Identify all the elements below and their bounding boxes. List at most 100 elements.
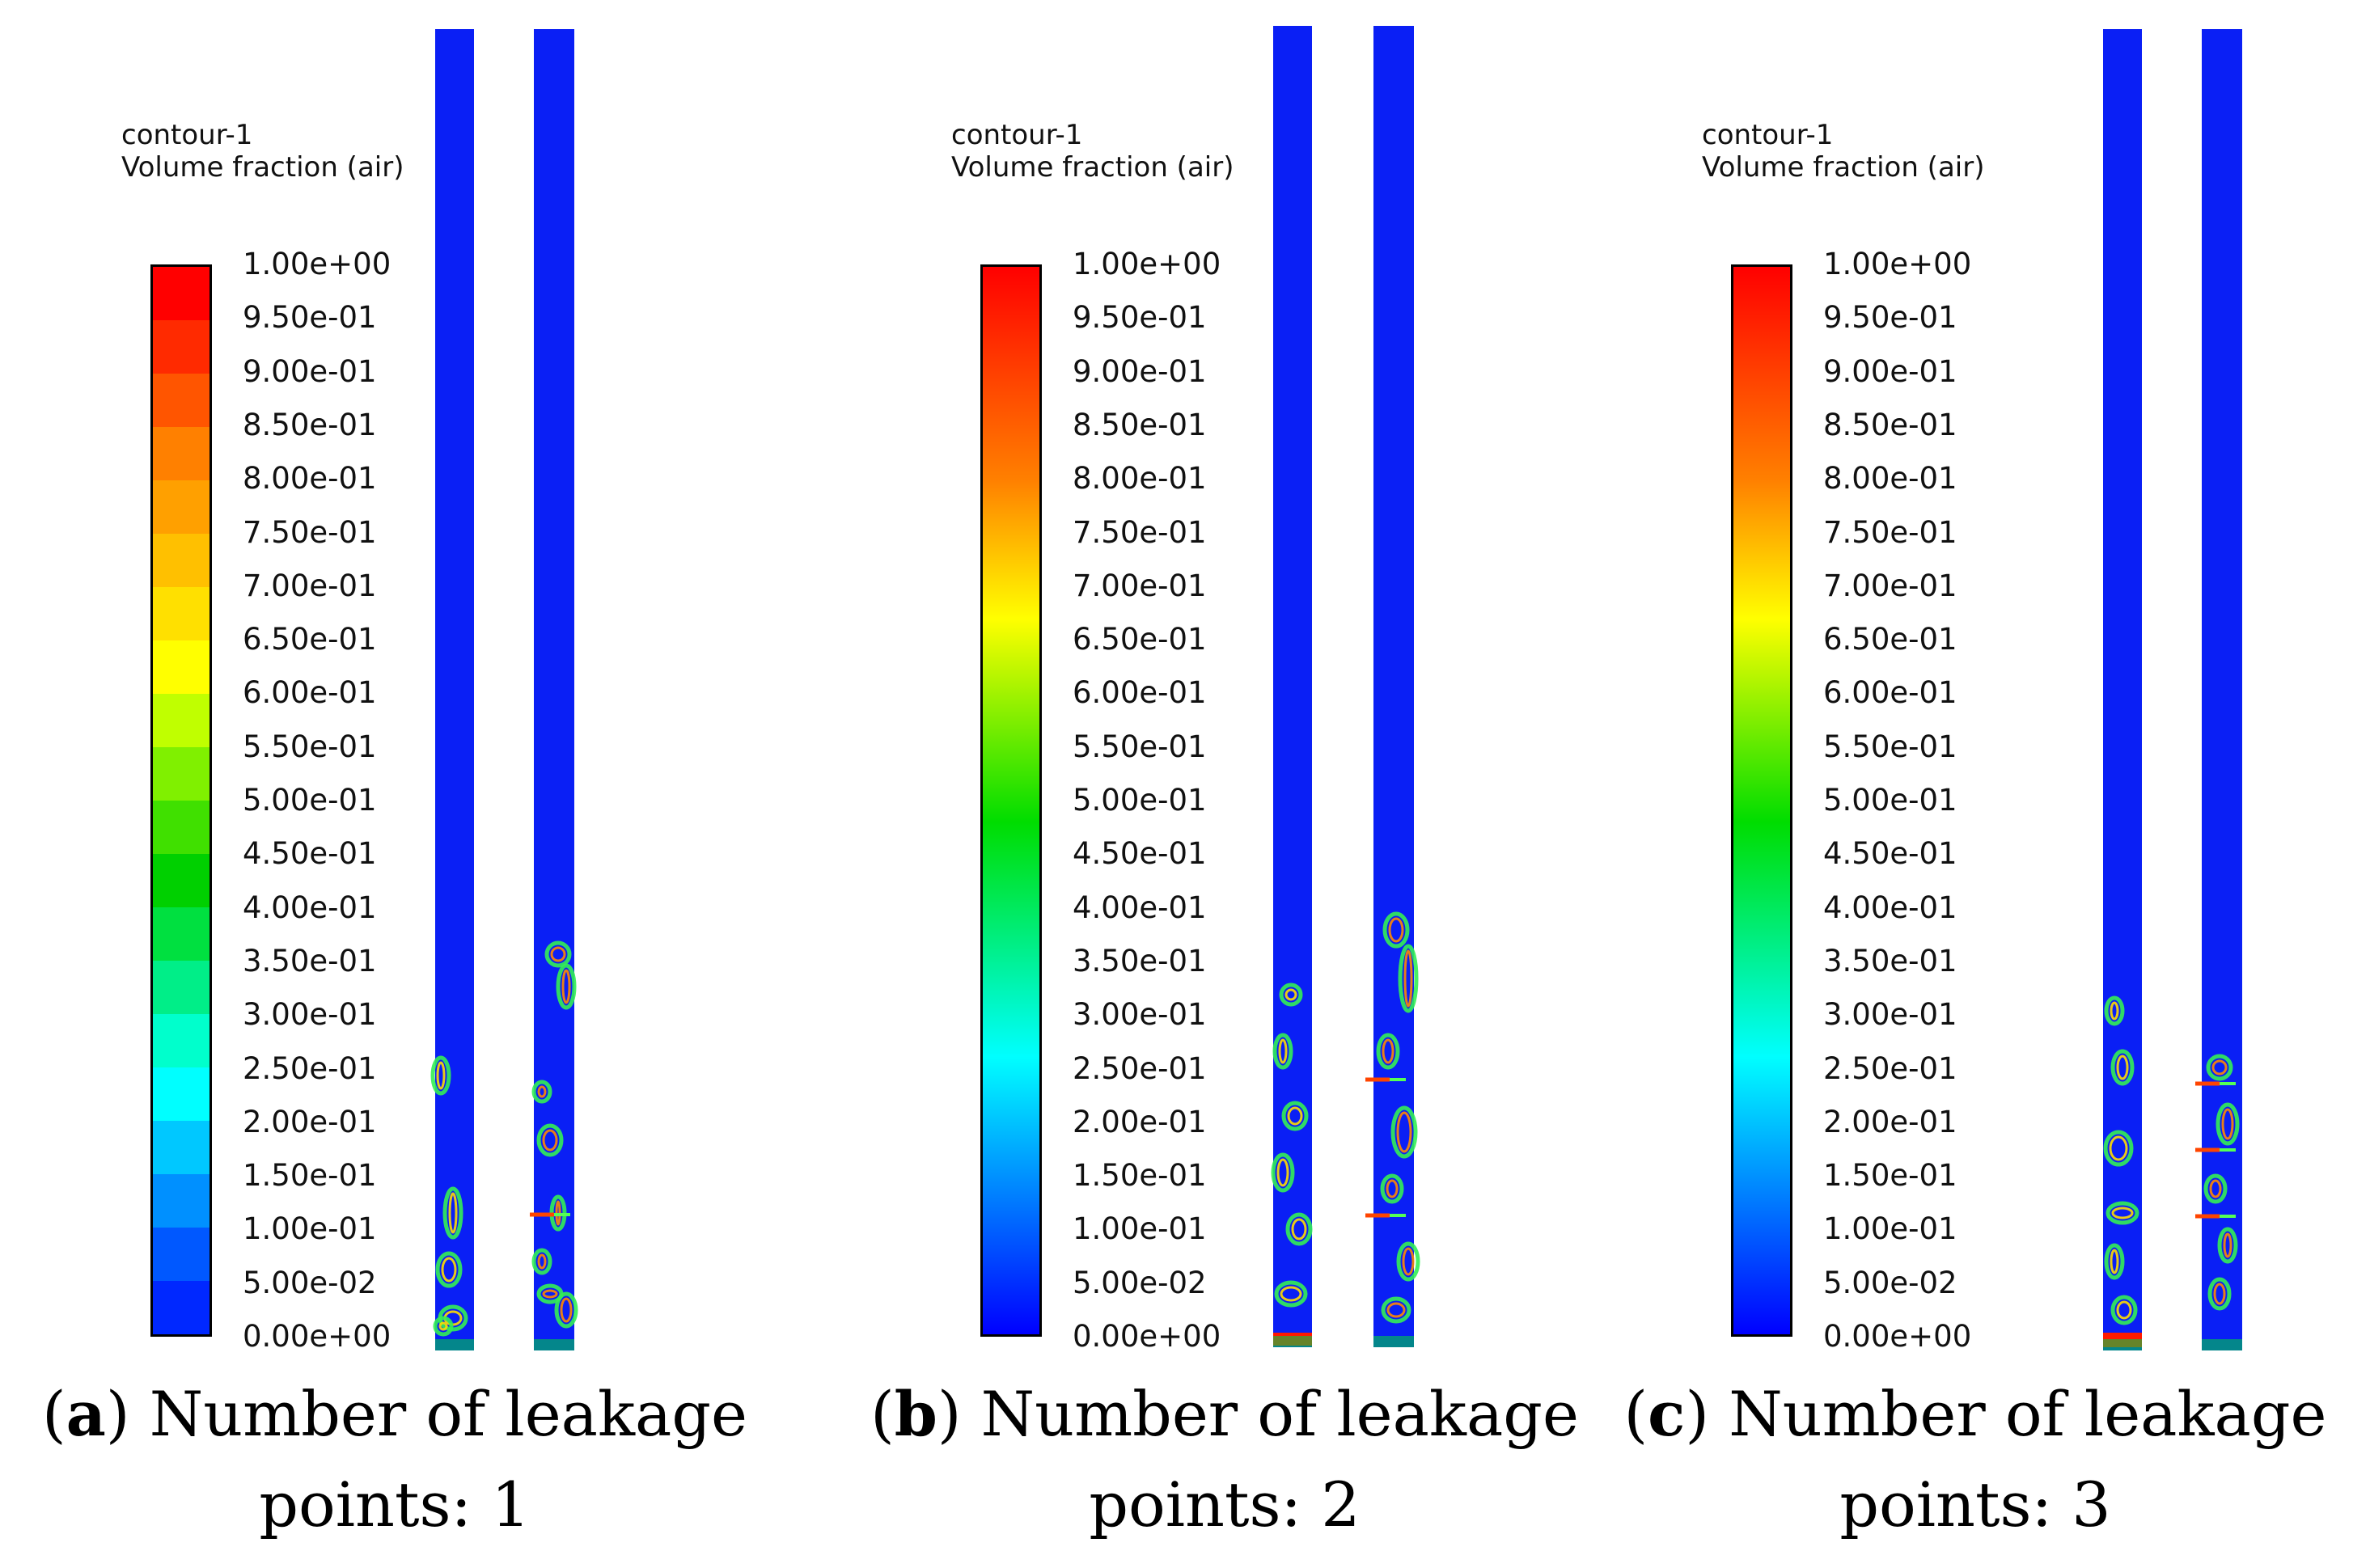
bubble-core: [2109, 1135, 2128, 1161]
colorbar-tick-label: 2.00e-01: [1073, 1104, 1207, 1139]
colorbar-tick-label: 5.00e-01: [1823, 783, 1957, 818]
colorbar-c: [1731, 264, 1792, 1337]
colorbar-tick-label: 4.50e-01: [243, 836, 377, 872]
bubble-core: [2211, 1059, 2228, 1076]
colorbar-tick-label: 1.00e+00: [1073, 247, 1221, 281]
bubble-contour: [2110, 1049, 2135, 1086]
colorbar-tick-label: 8.50e-01: [243, 407, 377, 442]
bubble-core: [436, 1061, 446, 1090]
colorbar-tick-label: 5.50e-01: [1823, 729, 1957, 764]
bubble-contour: [2217, 1227, 2238, 1264]
colorbar-tick-label: 6.00e-01: [1823, 675, 1957, 711]
bubble-core: [1386, 1302, 1406, 1318]
colorbar-tick-label: 2.50e-01: [1073, 1050, 1207, 1086]
legend-line2: Volume fraction (air): [1702, 151, 1985, 184]
colorbar-tick-label: 9.50e-01: [1073, 300, 1207, 336]
colorbar-tick-label: 0.00e+00: [243, 1319, 391, 1354]
bubble-core: [542, 1129, 558, 1152]
bubble-contour: [1272, 1033, 1293, 1070]
bubble-core: [537, 1085, 547, 1098]
bubble-core: [1386, 1179, 1399, 1198]
pipe-left: [1273, 26, 1312, 1347]
caption-line2: points: 2: [1089, 1469, 1361, 1541]
bubble-contour: [2216, 1102, 2240, 1146]
bubble-core: [1388, 917, 1404, 943]
bubble-contour: [2105, 1201, 2139, 1225]
bubble-contour: [554, 1291, 578, 1329]
bubble-contour: [2104, 1243, 2125, 1280]
pipe-bottom-zone: [1273, 1336, 1312, 1347]
colorbar-tick-label: 0.00e+00: [1073, 1319, 1221, 1354]
bubble-contour: [1380, 1173, 1404, 1204]
colorbar-tick-label: 6.50e-01: [1073, 622, 1207, 657]
colorbar-tick-label: 5.00e-02: [243, 1265, 377, 1300]
legend-title-b: contour-1 Volume fraction (air): [951, 119, 1234, 184]
colorbar-tick-label: 7.00e-01: [1823, 568, 1957, 603]
bubble-contour: [1390, 1105, 1418, 1159]
colorbar-tick-label: 3.00e-01: [1073, 997, 1207, 1033]
colorbar-tick-label: 2.50e-01: [1823, 1050, 1957, 1086]
bubble-core: [448, 1192, 458, 1234]
colorbar-tick-label: 9.50e-01: [1823, 300, 1957, 336]
bubble-core: [1403, 949, 1413, 1008]
colorbar-tick-label: 4.00e-01: [1823, 890, 1957, 925]
caption-c: (c) Number of leakage points: 3: [1581, 1369, 2370, 1550]
panel-a: contour-1 Volume fraction (air) 1.00e+00…: [0, 0, 789, 1568]
colorbar-tick-label: 6.00e-01: [243, 675, 377, 711]
bubble-core: [2116, 1300, 2132, 1320]
colorbar-tick-label: 6.00e-01: [1073, 675, 1207, 711]
caption-line2: points: 3: [1839, 1469, 2111, 1541]
colorbar-tick-label: 3.50e-01: [1823, 943, 1957, 978]
bubble-core: [2110, 1249, 2119, 1274]
caption-letter: a: [66, 1378, 106, 1450]
panel-b: contour-1 Volume fraction (air) 1.00e+00…: [830, 0, 1619, 1568]
colorbar-tick-label: 4.00e-01: [1073, 890, 1207, 925]
colorbar-tick-label: 7.50e-01: [1073, 514, 1207, 550]
caption-line2: points: 1: [259, 1469, 531, 1541]
bubble-core: [1291, 1218, 1307, 1240]
colorbar-tick-label: 7.50e-01: [243, 514, 377, 550]
bubble-core: [1402, 1247, 1415, 1276]
bubble-contour: [2203, 1173, 2228, 1204]
bubble-contour: [430, 1055, 451, 1096]
bubble-contour: [1376, 1033, 1400, 1070]
colorbar-tick-label: 6.50e-01: [243, 622, 377, 657]
bubble-contour: [1396, 1241, 1420, 1282]
pipe-bottom-zone: [1373, 1336, 1414, 1347]
colorbar-tick-label: 3.00e-01: [1823, 997, 1957, 1033]
bubble-contour: [435, 1251, 463, 1288]
colorbar-tick-label: 1.50e-01: [243, 1158, 377, 1194]
caption-text: ) Number of leakage: [1685, 1378, 2327, 1450]
bubble-core: [2213, 1283, 2226, 1305]
colorbar-tick-label: 1.50e-01: [1073, 1158, 1207, 1194]
pipe-bottom-zone: [435, 1339, 474, 1350]
colorbar-tick-label: 1.00e+00: [1823, 247, 1972, 281]
colorbar-tick-label: 8.50e-01: [1823, 407, 1957, 442]
bubble-core: [2221, 1108, 2234, 1140]
colorbar-tick-label: 3.50e-01: [243, 943, 377, 978]
bubble-core: [561, 969, 571, 1004]
colorbar-b: [980, 264, 1042, 1337]
caption-letter: c: [1648, 1378, 1686, 1450]
bubble-core: [1382, 1038, 1394, 1064]
contour-plot-b: [1271, 26, 1420, 1347]
bubble-contour: [2110, 1295, 2138, 1325]
caption-b: (b) Number of leakage points: 2: [830, 1369, 1619, 1550]
colorbar-tick-label: 2.50e-01: [243, 1050, 377, 1086]
caption-text: ) Number of leakage: [937, 1378, 1579, 1450]
colorbar-tick-label: 4.50e-01: [1073, 836, 1207, 872]
bubble-contour: [1398, 944, 1419, 1013]
bubble-core: [1276, 1158, 1289, 1187]
bubble-core: [2111, 1207, 2134, 1219]
bubble-contour: [1279, 983, 1303, 1007]
colorbar-tick-label: 7.00e-01: [1073, 568, 1207, 603]
bubble-core: [537, 1253, 547, 1270]
bubble-core: [438, 1321, 448, 1331]
colorbar-tick-label: 7.00e-01: [243, 568, 377, 603]
colorbar-tick-label: 5.00e-01: [243, 783, 377, 818]
colorbar-tick-label: 4.50e-01: [1823, 836, 1957, 872]
pipe-right: [2202, 29, 2242, 1350]
caption-open-paren: (: [1623, 1378, 1648, 1450]
colorbar-tick-label: 9.00e-01: [1073, 353, 1207, 389]
legend-line1: contour-1: [1702, 119, 1834, 151]
